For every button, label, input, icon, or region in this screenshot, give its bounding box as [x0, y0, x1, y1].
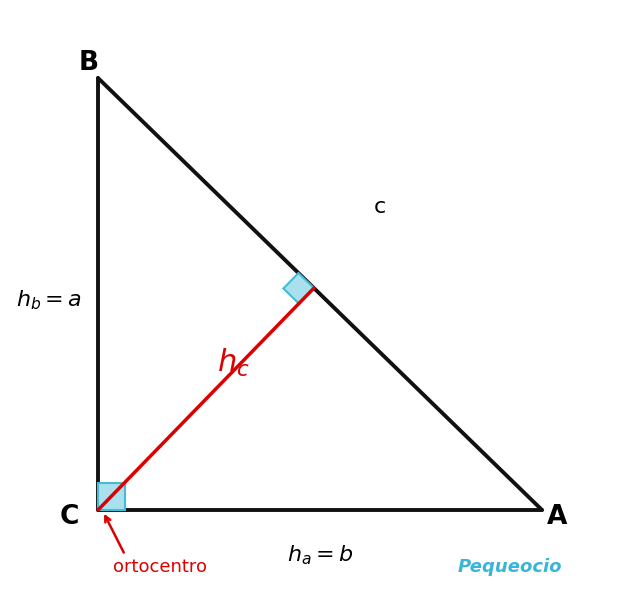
- Text: B: B: [79, 50, 99, 76]
- Text: C: C: [60, 504, 79, 530]
- Text: $h_b= a$: $h_b= a$: [16, 288, 82, 312]
- Text: ortocentro: ortocentro: [113, 558, 207, 576]
- Text: A: A: [547, 504, 567, 530]
- Text: c: c: [374, 197, 386, 217]
- Text: $h_a= b$: $h_a= b$: [287, 543, 353, 567]
- Polygon shape: [284, 273, 314, 304]
- Text: Pequeocio: Pequeocio: [458, 558, 563, 576]
- Polygon shape: [98, 483, 125, 510]
- Text: $h_c$: $h_c$: [216, 347, 250, 379]
